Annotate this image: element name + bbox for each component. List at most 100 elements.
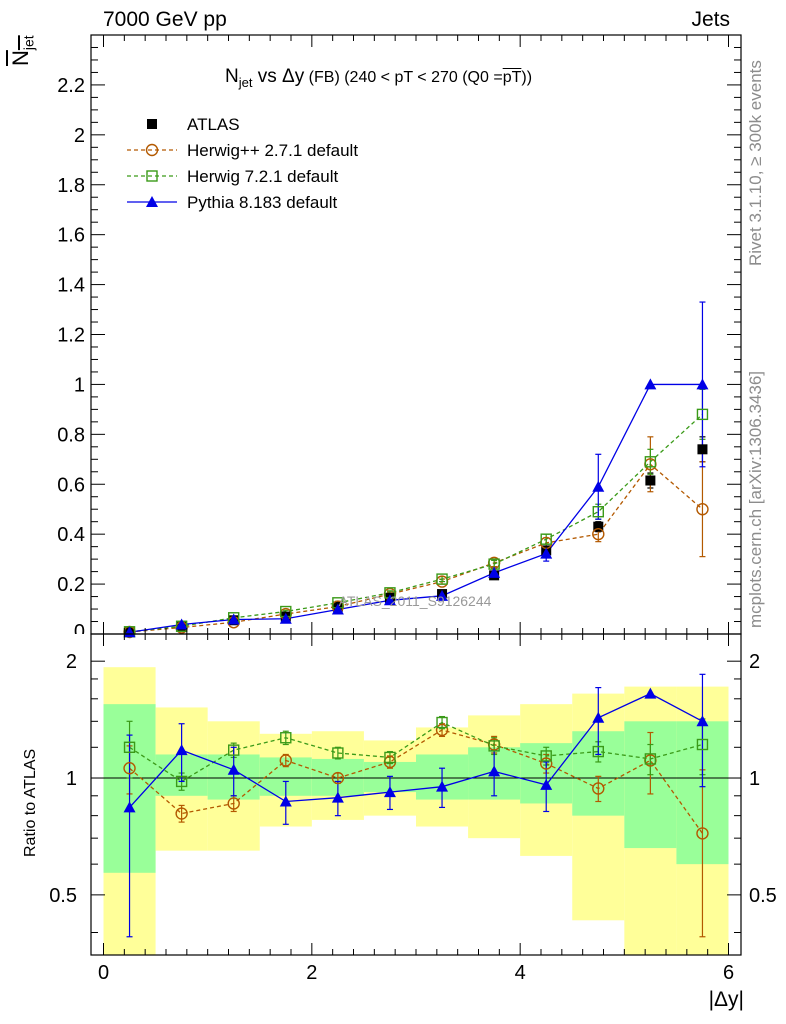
ratio-line-herwig-2-7-1-default — [129, 729, 703, 834]
y-tick-label-main: 1.4 — [57, 275, 85, 297]
data-point-herwig-7-2-1-default — [436, 573, 448, 585]
ratio-point-herwig-7-2-1-default — [175, 775, 188, 788]
ratio-point-pythia-8-183-default — [227, 763, 240, 775]
data-point-pythia-8-183-default — [436, 589, 449, 601]
ratio-point-pythia-8-183-default — [592, 711, 605, 723]
y-tick-label-main: 0.4 — [57, 524, 85, 546]
y-tick-label-ratio-right: 0.5 — [749, 885, 777, 907]
rivet-version-label: Rivet 3.1.10, ≥ 300k events — [746, 60, 765, 266]
ratio-point-pythia-8-183-default — [696, 715, 709, 727]
y-tick-label-main: 1.8 — [57, 175, 85, 197]
y-tick-label-main: 2.2 — [57, 75, 85, 97]
data-point-herwig-2-7-1-default — [592, 527, 605, 541]
y-tick-label-main: 1 — [74, 374, 85, 396]
y-tick-label-ratio-left: 2 — [66, 651, 77, 673]
ratio-point-herwig-2-7-1-default — [279, 754, 292, 767]
ratio-point-pythia-8-183-default — [175, 744, 188, 756]
ratio-point-herwig-7-2-1-default — [592, 745, 604, 758]
y-tick-label-ratio-left: 0.5 — [49, 885, 77, 907]
legend-label-atlas: ATLAS — [187, 115, 240, 134]
data-point-pythia-8-183-default — [592, 480, 605, 492]
ratio-point-herwig-7-2-1-default — [384, 751, 396, 764]
ratio-point-herwig-2-7-1-default — [435, 723, 449, 737]
data-point-pythia-8-183-default — [279, 612, 292, 624]
data-point-atlas — [697, 444, 708, 455]
title-overline: pT — [502, 69, 522, 86]
ratio-point-herwig-2-7-1-default — [540, 757, 553, 770]
ratio-point-pythia-8-183-default — [331, 791, 344, 803]
legend-marker-herwig-2-7-1-default — [145, 143, 159, 157]
ratio-point-pythia-8-183-default — [488, 765, 501, 777]
legend-label-pythia-8-183-default: Pythia 8.183 default — [187, 193, 338, 212]
energy-label: 7000 GeV pp — [103, 8, 227, 31]
y-axis-label-main-text: N — [8, 50, 33, 66]
data-point-pythia-8-183-default — [696, 378, 709, 390]
ratio-point-herwig-2-7-1-default — [592, 782, 605, 795]
title-main: N — [225, 66, 239, 87]
ratio-point-herwig-2-7-1-default — [331, 771, 345, 785]
ratio-point-pythia-8-183-default — [436, 780, 449, 792]
ratio-line-pythia-8-183-default — [129, 692, 703, 808]
data-point-atlas — [645, 475, 656, 486]
process-label: Jets — [691, 8, 730, 31]
series-line-pythia-8-183-default — [129, 383, 703, 633]
data-point-herwig-7-2-1-default — [540, 533, 552, 545]
data-point-pythia-8-183-default — [540, 547, 553, 559]
data-point-herwig-7-2-1-default — [644, 456, 657, 468]
ratio-point-herwig-2-7-1-default — [227, 797, 240, 810]
x-tick-label: 2 — [306, 962, 317, 984]
plot-title: Njet vs Δy (FB) (240 < pT < 270 (Q0 =pT)… — [225, 66, 532, 90]
ratio-point-pythia-8-183-default — [123, 801, 136, 813]
ratio-point-herwig-7-2-1-default — [228, 744, 240, 756]
data-point-herwig-2-7-1-default — [696, 503, 709, 516]
data-point-pythia-8-183-default — [227, 613, 240, 625]
ratio-point-pythia-8-183-default — [644, 687, 657, 699]
y-tick-label-zero: 0 — [74, 621, 85, 643]
y-tick-label-ratio-right: 1 — [749, 768, 760, 790]
y-axis-label-ratio: Ratio to ATLAS — [22, 748, 39, 857]
title-mid: vs Δy — [252, 66, 305, 87]
x-tick-label: 4 — [515, 962, 526, 984]
data-point-herwig-7-2-1-default — [592, 506, 604, 518]
ratio-point-herwig-2-7-1-default — [175, 807, 188, 820]
legend-label-herwig-7-2-1-default: Herwig 7.2.1 default — [187, 167, 338, 186]
ratio-point-herwig-7-2-1-default — [436, 716, 448, 729]
title-end: )) — [521, 69, 533, 86]
ratio-point-herwig-7-2-1-default — [644, 753, 657, 765]
y-tick-label-main: 0.8 — [57, 424, 85, 446]
x-tick-label: 0 — [98, 962, 109, 984]
y-tick-label-main: 2 — [74, 125, 85, 147]
x-tick-label: 6 — [723, 962, 734, 984]
ratio-line-herwig-7-2-1-default — [129, 721, 703, 783]
ratio-point-herwig-2-7-1-default — [123, 762, 136, 775]
ratio-point-herwig-7-2-1-default — [280, 732, 292, 744]
ratio-point-herwig-2-7-1-default — [696, 827, 709, 840]
data-point-pythia-8-183-default — [383, 594, 396, 606]
ratio-point-herwig-7-2-1-default — [696, 738, 709, 751]
ratio-point-pythia-8-183-default — [383, 786, 396, 798]
y-tick-label-main: 0.2 — [57, 574, 85, 596]
legend-marker-herwig-7-2-1-default — [146, 170, 158, 182]
analysis-watermark: ATLAS_2011_S9126244 — [339, 593, 492, 609]
ratio-point-herwig-7-2-1-default — [332, 747, 344, 759]
ratio-point-herwig-7-2-1-default — [540, 750, 552, 762]
data-point-atlas — [593, 521, 604, 532]
title-sub: jet — [238, 74, 253, 90]
ratio-point-herwig-7-2-1-default — [488, 740, 500, 752]
y-tick-label-main: 1.6 — [57, 225, 85, 247]
ratio-point-pythia-8-183-default — [540, 778, 553, 790]
legend-label-herwig-2-7-1-default: Herwig++ 2.7.1 default — [187, 141, 358, 160]
data-point-pythia-8-183-default — [331, 603, 344, 615]
source-label: mcplots.cern.ch [arXiv:1306.3436] — [746, 370, 765, 628]
y-tick-label-main: 1.2 — [57, 325, 85, 347]
y-axis-label-main-sub: jet — [20, 35, 37, 51]
ratio-point-pythia-8-183-default — [279, 795, 292, 807]
ratio-point-herwig-7-2-1-default — [123, 741, 136, 753]
title-tail: (FB) (240 < pT < 270 (Q0 = — [304, 69, 503, 86]
data-point-herwig-7-2-1-default — [696, 408, 709, 421]
x-axis-label: |Δy| — [708, 988, 744, 1011]
y-axis-label-main: Njet — [8, 35, 36, 66]
series-line-herwig-2-7-1-default — [129, 463, 703, 633]
y-tick-label-ratio-left: 1 — [66, 768, 77, 790]
